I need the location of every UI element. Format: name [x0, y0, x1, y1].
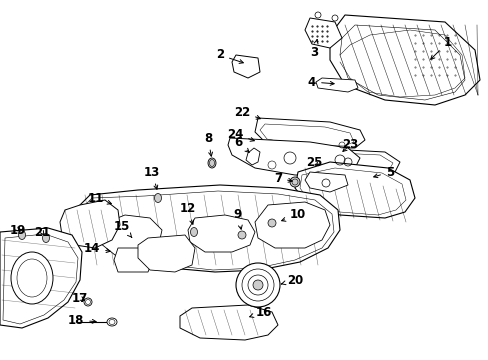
Text: 7: 7	[273, 171, 292, 184]
Polygon shape	[294, 162, 414, 218]
Polygon shape	[227, 138, 359, 175]
Ellipse shape	[11, 252, 53, 304]
Polygon shape	[245, 148, 260, 165]
Circle shape	[252, 280, 263, 290]
Polygon shape	[231, 55, 260, 78]
Polygon shape	[0, 228, 82, 328]
Text: 22: 22	[233, 105, 260, 119]
Circle shape	[238, 231, 245, 239]
Polygon shape	[96, 215, 162, 256]
Circle shape	[247, 275, 267, 295]
Polygon shape	[180, 305, 278, 340]
Polygon shape	[305, 172, 347, 192]
Polygon shape	[305, 18, 341, 48]
Ellipse shape	[42, 234, 49, 243]
Bar	[158, 245, 180, 263]
Ellipse shape	[154, 194, 161, 202]
Text: 15: 15	[114, 220, 132, 238]
Circle shape	[236, 263, 280, 307]
Text: 16: 16	[249, 306, 272, 319]
Circle shape	[289, 177, 299, 187]
Polygon shape	[329, 15, 479, 105]
Text: 8: 8	[203, 131, 212, 156]
Text: 9: 9	[233, 208, 242, 229]
Polygon shape	[315, 78, 357, 92]
Text: 17: 17	[72, 292, 88, 305]
Text: 20: 20	[281, 274, 303, 287]
Text: 14: 14	[83, 242, 110, 255]
Ellipse shape	[207, 158, 216, 168]
Text: 1: 1	[430, 36, 451, 59]
Circle shape	[242, 269, 273, 301]
Ellipse shape	[84, 298, 92, 306]
Polygon shape	[254, 118, 364, 148]
Text: 19: 19	[10, 224, 26, 237]
Polygon shape	[294, 148, 399, 175]
Polygon shape	[60, 200, 120, 248]
Circle shape	[267, 219, 275, 227]
Text: 23: 23	[341, 139, 357, 152]
Ellipse shape	[107, 318, 117, 326]
Polygon shape	[80, 185, 339, 272]
Text: 25: 25	[305, 156, 322, 168]
Text: 13: 13	[143, 166, 160, 189]
Text: 12: 12	[180, 202, 196, 224]
Text: 21: 21	[34, 225, 50, 238]
Text: 6: 6	[233, 135, 249, 152]
Polygon shape	[254, 202, 329, 248]
Text: 3: 3	[309, 40, 317, 58]
Text: 11: 11	[88, 192, 111, 204]
Ellipse shape	[190, 228, 197, 237]
Text: 4: 4	[307, 76, 333, 89]
Text: 2: 2	[216, 49, 243, 63]
Polygon shape	[114, 248, 152, 272]
Text: 10: 10	[281, 208, 305, 221]
Text: 24: 24	[226, 127, 254, 141]
Polygon shape	[138, 235, 195, 272]
Polygon shape	[187, 215, 254, 252]
Text: 18: 18	[68, 314, 96, 327]
Text: 5: 5	[373, 166, 393, 179]
Ellipse shape	[19, 230, 25, 239]
